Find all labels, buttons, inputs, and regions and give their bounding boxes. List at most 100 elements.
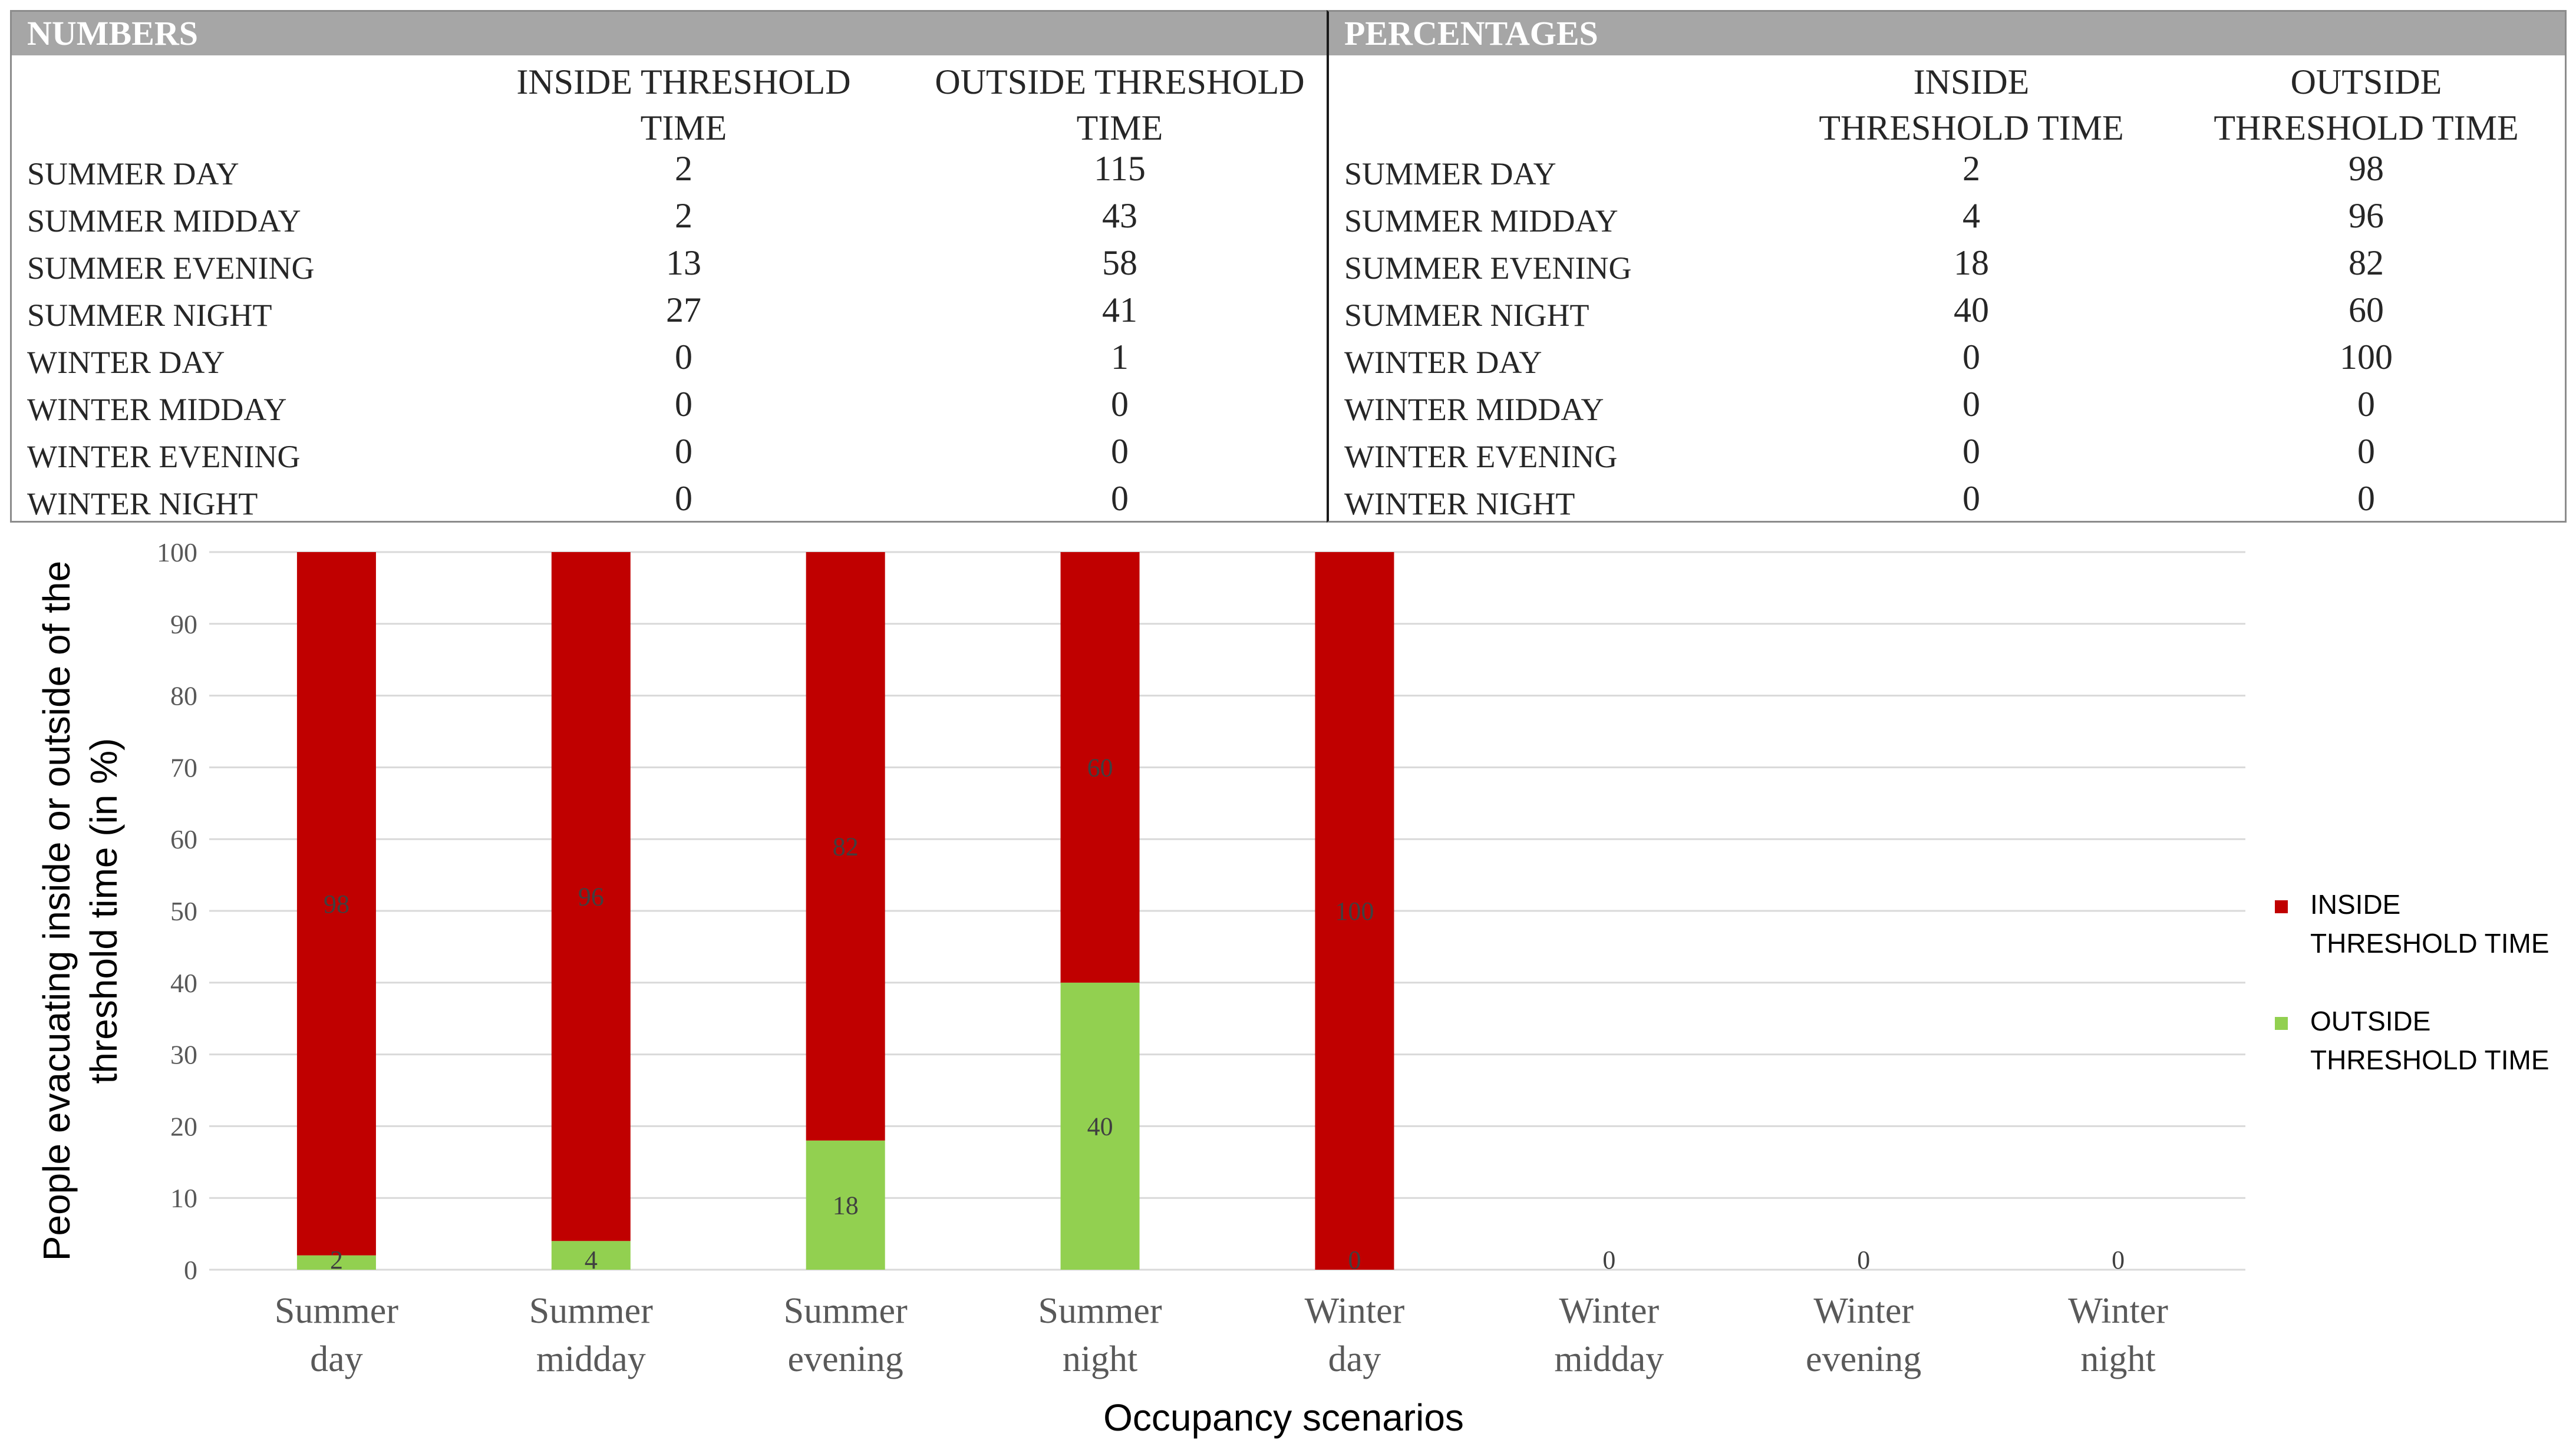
inside-value: 0 bbox=[675, 479, 692, 518]
row-label: SUMMER NIGHT bbox=[27, 298, 272, 333]
inside-value: 2 bbox=[675, 196, 692, 235]
y-tick-label: 10 bbox=[170, 1183, 197, 1213]
data-label: 82 bbox=[833, 832, 859, 861]
percentages-table-row: WINTER EVENING 0 0 bbox=[1344, 431, 2565, 478]
y-tick-label: 60 bbox=[170, 824, 197, 854]
numbers-col-inside-header: INSIDE THRESHOLD TIME bbox=[516, 62, 851, 147]
outside-value: 0 bbox=[1111, 479, 1129, 518]
percentages-table-row: SUMMER MIDDAY 4 96 bbox=[1344, 196, 2565, 243]
outside-value: 98 bbox=[2349, 149, 2384, 188]
percentages-table-row: SUMMER EVENING 18 82 bbox=[1344, 243, 2565, 290]
legend-swatch bbox=[2275, 1017, 2288, 1030]
data-label: 98 bbox=[324, 890, 349, 919]
inside-value: 0 bbox=[1962, 338, 1980, 376]
row-label: WINTER MIDDAY bbox=[1344, 392, 1604, 427]
row-label: WINTER DAY bbox=[1344, 345, 1542, 380]
x-tick-label: Summer bbox=[784, 1291, 908, 1331]
data-label: 18 bbox=[833, 1191, 859, 1220]
outside-value: 0 bbox=[1111, 385, 1129, 424]
y-tick-label: 50 bbox=[170, 896, 197, 926]
row-label: WINTER DAY bbox=[27, 345, 225, 380]
percentages-table-title: PERCENTAGES bbox=[1329, 12, 2565, 55]
data-label: 4 bbox=[585, 1246, 598, 1274]
inside-value: 18 bbox=[1954, 243, 1989, 282]
inside-value: 2 bbox=[1962, 149, 1980, 188]
inside-value: 0 bbox=[675, 338, 692, 376]
row-label: WINTER EVENING bbox=[27, 439, 301, 474]
x-tick-label: Winter bbox=[1813, 1291, 1914, 1331]
row-label: SUMMER EVENING bbox=[27, 250, 315, 286]
outside-value: 0 bbox=[1111, 432, 1129, 471]
x-tick-label: Summer bbox=[275, 1291, 398, 1331]
data-label: 60 bbox=[1087, 753, 1113, 782]
x-tick-label: Summer bbox=[1038, 1291, 1162, 1331]
data-label: 96 bbox=[578, 883, 604, 911]
bar-segment bbox=[1060, 552, 1140, 983]
x-tick-label: night bbox=[2080, 1339, 2155, 1379]
outside-value: 60 bbox=[2349, 290, 2384, 329]
bar-segment bbox=[551, 552, 631, 1241]
percentages-col-outside-header: OUTSIDE THRESHOLD TIME bbox=[2214, 62, 2519, 147]
numbers-col-outside-header: OUTSIDE THRESHOLD TIME bbox=[935, 62, 1305, 147]
y-tick-label: 40 bbox=[170, 968, 197, 998]
row-label: SUMMER MIDDAY bbox=[1344, 203, 1618, 239]
row-label: SUMMER DAY bbox=[27, 156, 239, 191]
legend-label: THRESHOLD TIME bbox=[2310, 928, 2549, 959]
inside-value: 0 bbox=[1962, 432, 1980, 471]
outside-value: 58 bbox=[1102, 243, 1137, 282]
x-axis-title: Occupancy scenarios bbox=[1103, 1396, 1464, 1439]
numbers-table-row: SUMMER DAY 2 115 bbox=[27, 148, 1329, 196]
numbers-table-row: WINTER EVENING 0 0 bbox=[27, 431, 1329, 478]
numbers-table-row: SUMMER EVENING 13 58 bbox=[27, 243, 1329, 290]
inside-value: 0 bbox=[675, 385, 692, 424]
outside-value: 0 bbox=[2357, 479, 2375, 518]
outside-value: 41 bbox=[1102, 290, 1137, 329]
data-label: 2 bbox=[330, 1246, 343, 1274]
x-tick-label: day bbox=[310, 1339, 363, 1379]
bar-segment bbox=[1060, 982, 1140, 1270]
percentages-table-row: SUMMER DAY 2 98 bbox=[1344, 148, 2565, 196]
y-axis-title: threshold time (in %) bbox=[83, 738, 125, 1084]
percentages-table-row: WINTER NIGHT 0 0 bbox=[1344, 478, 2565, 526]
inside-value: 4 bbox=[1962, 196, 1980, 235]
percentages-table-row: SUMMER NIGHT 40 60 bbox=[1344, 290, 2565, 337]
outside-value: 43 bbox=[1102, 196, 1137, 235]
percentages-table: PERCENTAGES INSIDE THRESHOLD TIME OUTSID… bbox=[1327, 10, 2567, 523]
inside-value: 40 bbox=[1954, 290, 1989, 329]
outside-value: 96 bbox=[2349, 196, 2384, 235]
x-tick-label: evening bbox=[1806, 1339, 1921, 1379]
x-tick-label: Winter bbox=[1305, 1291, 1405, 1331]
legend-label: OUTSIDE bbox=[2310, 1006, 2430, 1036]
numbers-table: NUMBERS INSIDE THRESHOLD TIME OUTSIDE TH… bbox=[10, 10, 1329, 523]
numbers-table-row: SUMMER NIGHT 27 41 bbox=[27, 290, 1329, 337]
bar-segment bbox=[806, 552, 885, 1141]
x-tick-label: midday bbox=[1554, 1339, 1664, 1379]
bar-segment bbox=[1315, 552, 1394, 1270]
bar-segment bbox=[296, 552, 376, 1256]
y-tick-label: 20 bbox=[170, 1111, 197, 1141]
percentages-table-row: WINTER MIDDAY 0 0 bbox=[1344, 384, 2565, 431]
y-tick-label: 100 bbox=[157, 537, 197, 567]
outside-value: 100 bbox=[2340, 338, 2393, 376]
row-label: WINTER NIGHT bbox=[1344, 486, 1575, 521]
y-tick-label: 0 bbox=[184, 1255, 197, 1285]
y-tick-label: 30 bbox=[170, 1040, 197, 1070]
x-tick-label: evening bbox=[788, 1339, 903, 1379]
inside-value: 27 bbox=[666, 290, 701, 329]
x-tick-label: day bbox=[1328, 1339, 1381, 1379]
data-label: 40 bbox=[1087, 1112, 1113, 1141]
row-label: WINTER NIGHT bbox=[27, 486, 258, 521]
outside-value: 82 bbox=[2349, 243, 2384, 282]
data-label: 0 bbox=[1857, 1246, 1870, 1274]
x-tick-label: Winter bbox=[2068, 1291, 2168, 1331]
y-tick-label: 90 bbox=[170, 609, 197, 639]
inside-value: 13 bbox=[666, 243, 701, 282]
data-label: 100 bbox=[1335, 897, 1374, 926]
numbers-table-row: SUMMER MIDDAY 2 43 bbox=[27, 196, 1329, 243]
outside-value: 1 bbox=[1111, 338, 1129, 376]
y-tick-label: 80 bbox=[170, 681, 197, 711]
bar-segment bbox=[806, 1140, 885, 1270]
legend-label: THRESHOLD TIME bbox=[2310, 1045, 2549, 1075]
x-tick-label: midday bbox=[536, 1339, 646, 1379]
x-tick-label: night bbox=[1063, 1339, 1137, 1379]
